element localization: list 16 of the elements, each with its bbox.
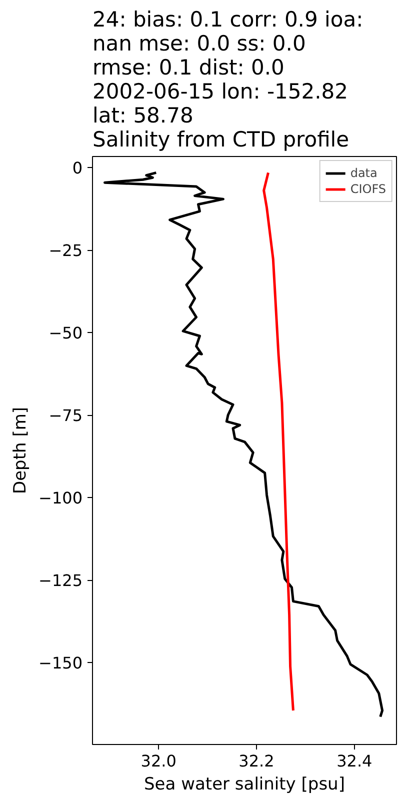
y-axis-title: Depth [m] [10, 406, 31, 494]
y-tick-label: −75 [48, 406, 82, 426]
x-axis-title: Sea water salinity [psu] [144, 774, 345, 794]
y-tick-label: −150 [38, 654, 83, 673]
x-tick-label: 32.2 [238, 752, 274, 770]
chart-title: 24: bias: 0.1 corr: 0.9 ioa: nan mse: 0.0 ss: 0.0 rmse: 0.1 dist: 0.0 2002-06-15 lon: -152.82 lat: 58.78 Salinity from CTD profile [92, 8, 364, 152]
legend-label: CIOFS [350, 182, 386, 196]
x-tick-label: 32.4 [336, 752, 372, 770]
line-series [262, 171, 294, 712]
y-tick-label: 0 [72, 158, 83, 178]
y-tick-label: −50 [48, 324, 82, 343]
y-tick-label: −100 [38, 488, 83, 508]
x-tick-label: 32.0 [140, 752, 176, 770]
y-tick-label: −125 [38, 571, 83, 590]
legend-label: data [350, 166, 378, 180]
y-tick-label: −25 [48, 241, 82, 260]
